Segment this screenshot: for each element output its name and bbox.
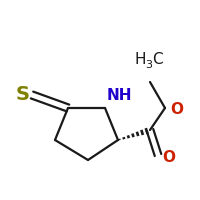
Text: 3: 3 <box>146 60 153 70</box>
Text: C: C <box>152 52 162 68</box>
Text: S: S <box>16 86 30 104</box>
Text: H: H <box>134 52 146 68</box>
Text: NH: NH <box>107 88 132 103</box>
Text: O: O <box>170 102 183 117</box>
Text: O: O <box>162 150 175 164</box>
